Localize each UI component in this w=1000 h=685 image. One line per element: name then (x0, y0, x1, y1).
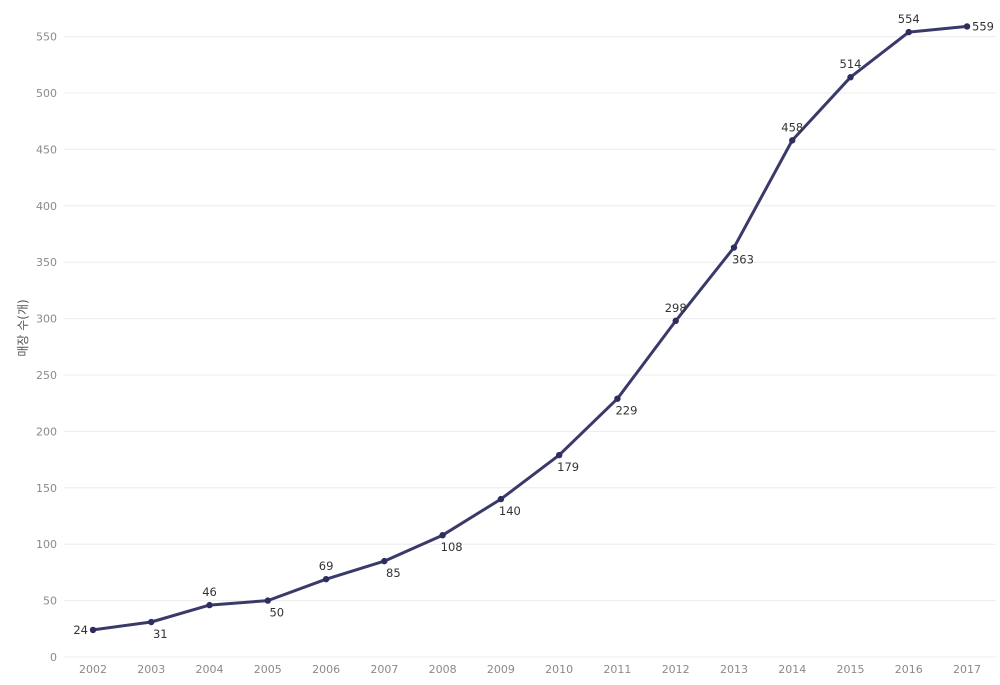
data-label: 50 (269, 606, 284, 620)
x-tick-label: 2017 (953, 663, 981, 676)
data-point (847, 74, 854, 81)
x-tick-label: 2014 (778, 663, 806, 676)
y-tick-label: 350 (36, 256, 57, 269)
data-label: 46 (202, 585, 217, 599)
x-tick-label: 2003 (137, 663, 165, 676)
y-tick-label: 100 (36, 538, 57, 551)
gridlines (64, 36, 996, 658)
data-point (381, 557, 388, 565)
x-tick-label: 2002 (79, 663, 107, 676)
x-tick-label: 2008 (429, 663, 457, 676)
y-tick-label: 550 (36, 31, 57, 44)
x-tick-label: 2010 (545, 663, 573, 676)
data-point (730, 244, 738, 251)
data-label: 108 (441, 540, 463, 554)
y-tick-label: 50 (43, 595, 57, 608)
y-tick-label: 250 (36, 369, 57, 382)
x-axis-ticks: 2002 2003 2004 2005 2006 2007 2008 2009 2010 2011… (79, 663, 981, 676)
data-label: 69 (319, 559, 334, 573)
data-point (322, 575, 330, 583)
x-tick-label: 2006 (312, 663, 340, 676)
x-tick-label: 2007 (370, 663, 398, 676)
data-label: 363 (732, 253, 754, 267)
y-tick-label: 300 (36, 313, 57, 326)
data-label: 514 (840, 57, 862, 71)
data-point (89, 626, 97, 634)
data-label: 229 (615, 404, 637, 418)
y-tick-label: 150 (36, 482, 57, 495)
data-point (264, 597, 272, 604)
data-point (148, 618, 155, 626)
y-axis-ticks: 0 50 100 150 200 250 300 350 400 450 500 550 (36, 31, 57, 664)
x-tick-label: 2005 (254, 663, 282, 676)
x-tick-label: 2004 (196, 663, 224, 676)
data-label: 554 (898, 12, 920, 26)
series (89, 23, 971, 634)
data-point (963, 23, 971, 30)
data-labels: 24 31 46 50 69 85 108 140 179 229 298 363 458 514 554 5… (73, 12, 994, 641)
x-tick-label: 2016 (895, 663, 923, 676)
data-point (614, 395, 621, 402)
data-label: 24 (73, 623, 88, 637)
y-tick-label: 500 (36, 87, 57, 100)
x-tick-label: 2009 (487, 663, 515, 676)
data-label: 298 (665, 301, 687, 315)
x-tick-label: 2015 (837, 663, 865, 676)
data-label: 31 (153, 627, 168, 641)
data-point (555, 451, 563, 459)
data-label: 458 (781, 120, 803, 134)
data-label: 179 (557, 460, 579, 474)
data-point (789, 137, 796, 144)
data-point (905, 28, 912, 36)
data-label: 85 (386, 566, 401, 580)
data-point (672, 317, 679, 325)
x-tick-label: 2012 (662, 663, 690, 676)
x-tick-label: 2013 (720, 663, 748, 676)
data-point (497, 495, 505, 503)
series-line (91, 24, 969, 632)
y-tick-label: 450 (36, 143, 57, 156)
y-axis-label: 매장 수(개) (16, 299, 30, 356)
data-point (439, 531, 446, 539)
y-tick-label: 400 (36, 200, 57, 213)
data-label: 140 (499, 504, 521, 518)
data-point (206, 601, 213, 609)
x-tick-label: 2011 (603, 663, 631, 676)
y-tick-label: 200 (36, 425, 57, 438)
data-label: 559 (972, 19, 994, 33)
y-tick-label: 0 (50, 651, 57, 664)
